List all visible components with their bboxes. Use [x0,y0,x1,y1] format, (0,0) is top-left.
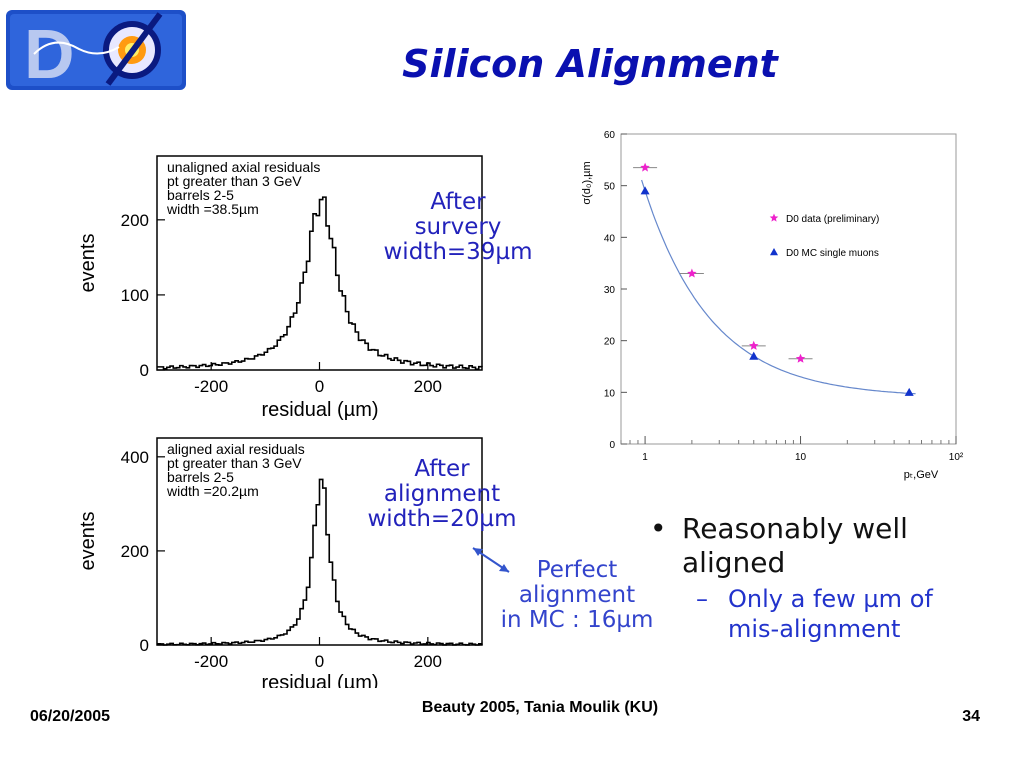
y-tick-label: 100 [121,286,149,305]
legend-label: D0 MC single muons [786,248,879,259]
plot-frame [620,133,957,445]
note-perfect-alignment: Perfect alignment in MC : 16µm [482,558,672,633]
note-line: After [414,456,470,482]
y-axis-ticks: 0 10 20 30 40 50 60 [604,130,627,451]
data-points [633,162,914,396]
x-tick-label: 10² [949,452,964,463]
legend-label: D0 data (preliminary) [786,214,879,225]
histogram-title-line: barrels 2-5 [167,187,234,203]
d0-logo: D [6,10,186,93]
histogram-title-line: aligned axial residuals [167,441,305,457]
x-axis-ticks: 1 10 10² [620,436,964,463]
mc-point-triangle [904,387,914,396]
note-line: alignment [518,582,636,608]
x-tick-label: -200 [194,377,228,396]
slide-title: Silicon Alignment [402,42,778,86]
histogram-title-line: pt greater than 3 GeV [167,173,302,189]
x-tick-label: 1 [642,452,648,463]
bullet-main: Reasonably well aligned [650,512,990,580]
note-line: in MC : 16µm [500,607,654,633]
x-tick-label: 0 [315,377,324,396]
footer-date: 06/20/2005 [30,708,111,725]
y-tick-label: 40 [604,233,616,244]
histogram-title-line: pt greater than 3 GeV [167,455,302,471]
footer-conference: Beauty 2005, Tania Moulik (KU) [421,699,659,716]
y-tick-label: 0 [140,361,149,380]
data-point-star [749,340,759,350]
data-point-star [640,162,650,172]
y-tick-label: 20 [604,337,616,348]
svg-text:D: D [24,15,75,93]
mc-point-triangle [749,351,759,360]
histogram-title-line: width =38.5µm [166,201,259,217]
note-line: After [430,189,486,215]
x-tick-label: 10 [795,452,807,463]
x-tick-label: 200 [414,377,442,396]
legend: D0 data (preliminary) D0 MC single muons [769,213,879,259]
y-tick-label: 200 [121,542,149,561]
y-axis-label: σ(d₀),µm [581,161,593,204]
y-tick-label: 30 [604,285,616,296]
y-tick-label: 0 [609,440,615,451]
note-line: width=20µm [367,506,517,532]
note-line: width=39µm [383,239,533,265]
note-line: survery [414,214,502,240]
x-axis-label: residual (µm) [261,672,378,688]
histogram-line [157,196,483,370]
d0-resolution-plot: 0 10 20 30 40 50 60 1 10 10² D0 data (preliminar… [581,130,964,481]
legend-triangle-icon [770,248,778,256]
arrow [472,547,510,573]
note-line: alignment [383,481,501,507]
data-point-star [687,268,697,278]
y-tick-label: 200 [121,211,149,230]
legend-star-icon [769,213,779,222]
histogram-line [157,478,483,646]
bullet-list: Reasonably well aligned Only a few µm of… [650,512,990,644]
y-tick-label: 60 [604,130,616,141]
y-axis-label: events [77,234,99,293]
x-axis-ticks: -200 0 200 [194,362,442,396]
x-tick-label: -200 [194,652,228,671]
data-point-star [795,353,806,363]
x-axis-label: pₜ,GeV [904,469,939,481]
x-axis-ticks: -200 0 200 [194,637,442,671]
y-axis-ticks: 0 200 400 [121,448,165,655]
histogram-title-line: width =20.2µm [166,483,259,499]
histogram-title-line: barrels 2-5 [167,469,234,485]
y-tick-label: 50 [604,182,616,193]
x-axis-label: residual (µm) [261,399,378,421]
fit-curve [641,179,916,395]
mc-point-triangle [640,186,650,195]
histogram-title-line: unaligned axial residuals [167,159,320,175]
y-tick-label: 0 [140,636,149,655]
x-tick-label: 200 [414,652,442,671]
note-line: Perfect [536,557,618,583]
note-after-alignment: After alignment width=20µm [356,457,528,532]
note-after-survey: After survery width=39µm [368,190,548,265]
y-axis-label: events [77,512,99,571]
y-axis-ticks: 0 100 200 [121,211,165,380]
bullet-sub: Only a few µm of mis-alignment [650,584,990,644]
y-tick-label: 10 [604,388,616,399]
page-number: 34 [962,708,980,725]
y-tick-label: 400 [121,448,149,467]
x-tick-label: 0 [315,652,324,671]
